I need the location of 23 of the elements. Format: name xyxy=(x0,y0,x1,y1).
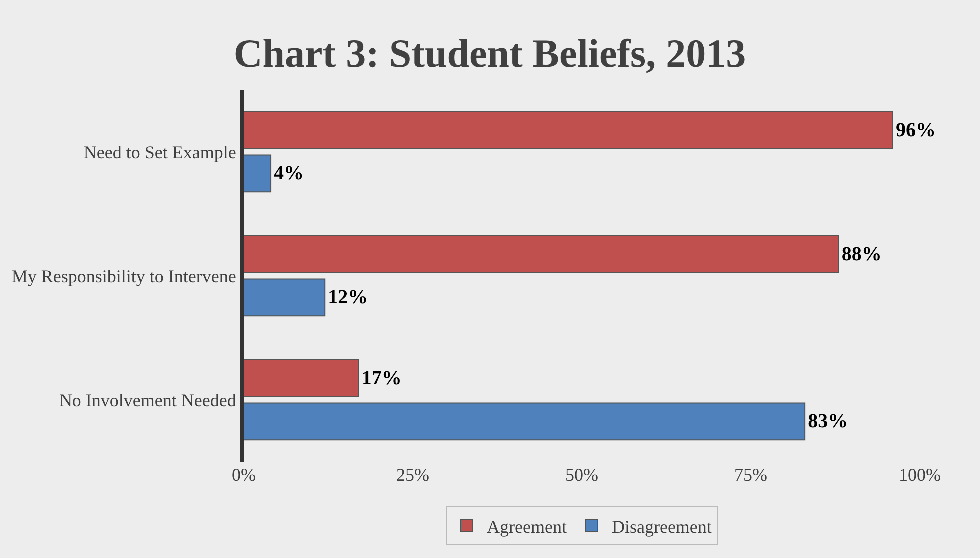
bar xyxy=(244,359,360,398)
x-tick-label: 0% xyxy=(232,465,256,485)
bar xyxy=(244,402,806,441)
bar xyxy=(244,111,894,150)
data-label: 96% xyxy=(896,119,936,142)
chart-title: Chart 3: Student Beliefs, 2013 xyxy=(234,31,746,76)
data-label: 4% xyxy=(274,162,304,185)
bar xyxy=(244,278,326,317)
legend-label: Agreement xyxy=(487,516,567,537)
y-tick-label: My Responsibility to Intervene xyxy=(12,266,236,286)
data-label: 17% xyxy=(362,367,402,390)
data-label: 12% xyxy=(328,286,368,309)
x-tick-label: 25% xyxy=(396,465,430,485)
x-tick-label: 50% xyxy=(566,465,598,485)
data-label: 88% xyxy=(842,243,882,266)
x-tick-label: 100% xyxy=(899,465,941,485)
y-tick-label: Need to Set Example xyxy=(84,142,236,162)
bar xyxy=(244,235,840,274)
bar xyxy=(244,154,272,193)
y-tick-label: No Involvement Needed xyxy=(59,390,236,410)
x-tick-label: 75% xyxy=(734,465,768,485)
legend-label: Disagreement xyxy=(612,516,712,537)
data-label: 83% xyxy=(808,410,848,433)
